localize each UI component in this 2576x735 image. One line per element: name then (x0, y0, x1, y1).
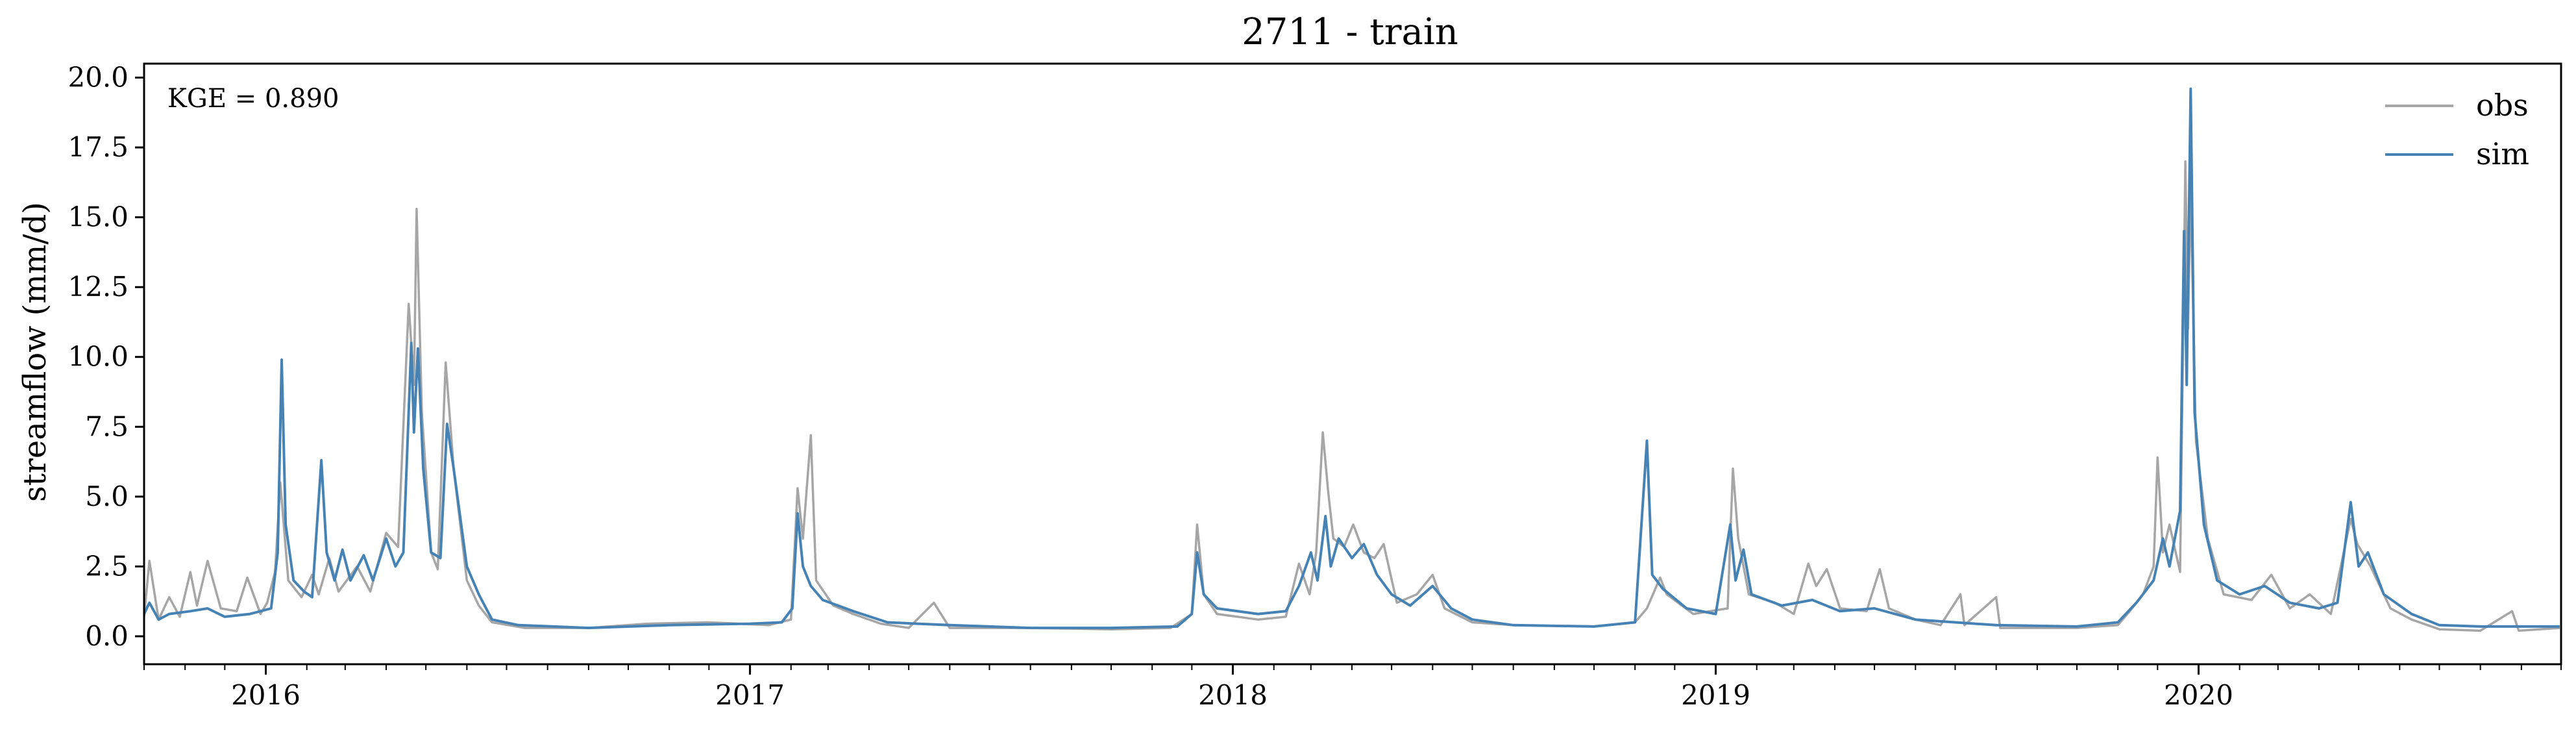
x-tick-label: 2020 (2164, 679, 2233, 711)
legend: obs sim (2385, 88, 2529, 171)
y-tick-label: 12.5 (67, 271, 129, 303)
x-axis-ticks: 2016 2017 2018 2019 2020 (143, 664, 2562, 711)
series-line-obs (143, 160, 2560, 632)
y-tick-label: 7.5 (85, 410, 129, 442)
y-tick-label: 20.0 (67, 62, 129, 93)
legend-obs-label: obs (2476, 88, 2529, 123)
y-tick-label: 2.5 (85, 550, 129, 582)
x-tick-label: 2017 (715, 679, 785, 711)
y-tick-label: 5.0 (85, 480, 129, 512)
y-axis-ticks: 0.0 2.5 5.0 7.5 10.0 12.5 15.0 17.5 20.0 (67, 62, 144, 652)
y-tick-label: 10.0 (67, 341, 129, 373)
y-tick-label: 15.0 (67, 201, 129, 233)
x-tick-label: 2018 (1198, 679, 1268, 711)
series-line-sim (143, 87, 2560, 630)
y-tick-label: 17.5 (67, 131, 129, 163)
y-tick-label: 0.0 (85, 620, 129, 652)
x-tick-label: 2019 (1681, 679, 1750, 711)
legend-sim-label: sim (2476, 136, 2529, 171)
kge-annotation: KGE = 0.890 (167, 84, 339, 114)
y-axis-label: streamflow (mm/d) (17, 202, 53, 502)
x-tick-label: 2016 (231, 679, 301, 711)
plot-frame (143, 62, 2562, 666)
chart-title: 2711 - train (1242, 11, 1458, 53)
series-layer (143, 87, 2560, 632)
